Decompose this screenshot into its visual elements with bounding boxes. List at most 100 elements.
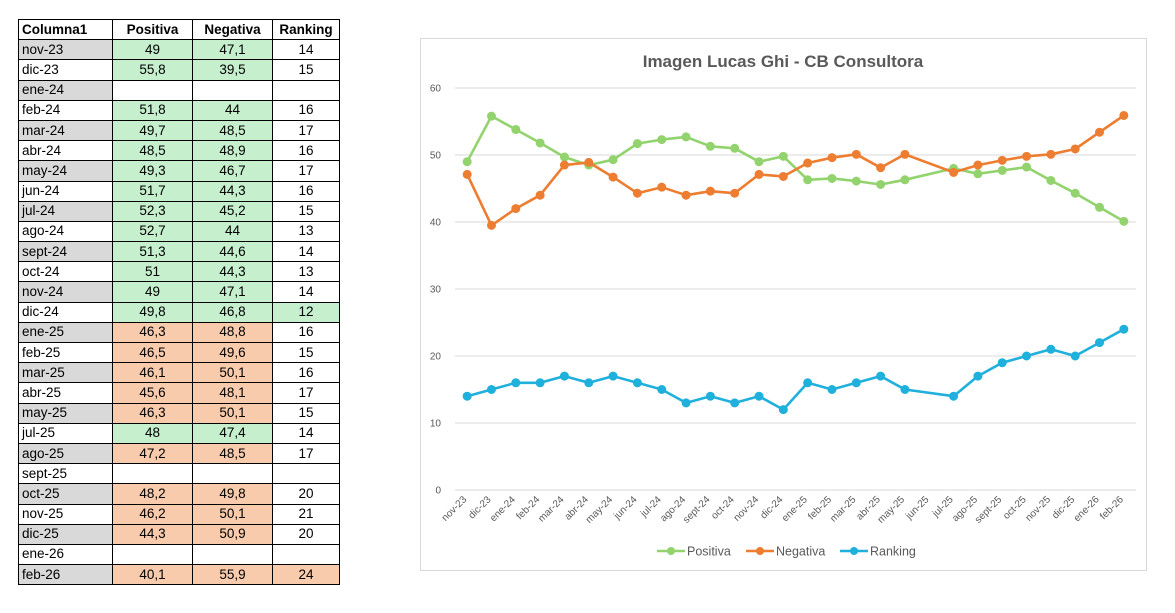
positiva-cell[interactable]: 44,3 — [112, 523, 193, 545]
negativa-cell[interactable]: 47,4 — [192, 422, 273, 444]
row-label-cell[interactable]: feb-24 — [18, 99, 113, 121]
positiva-cell[interactable]: 46,5 — [112, 341, 193, 364]
positiva-cell[interactable]: 49,7 — [112, 119, 193, 142]
negativa-cell[interactable]: 44 — [192, 220, 273, 243]
ranking-cell[interactable]: 16 — [272, 180, 340, 202]
negativa-cell[interactable] — [192, 543, 273, 566]
ranking-cell[interactable]: 13 — [272, 220, 340, 243]
positiva-cell[interactable]: 48,2 — [112, 483, 193, 505]
ranking-cell[interactable]: 14 — [272, 422, 340, 444]
negativa-cell[interactable]: 47,1 — [192, 281, 273, 303]
row-label-cell[interactable]: may-25 — [18, 402, 113, 424]
positiva-cell[interactable]: 48,5 — [112, 140, 193, 162]
positiva-cell[interactable] — [112, 543, 193, 566]
row-label-cell[interactable]: dic-24 — [18, 301, 113, 323]
row-label-cell[interactable]: ago-25 — [18, 442, 113, 465]
positiva-cell[interactable]: 51,7 — [112, 180, 193, 202]
row-label-cell[interactable]: abr-25 — [18, 382, 113, 404]
row-label-cell[interactable]: ago-24 — [18, 220, 113, 243]
negativa-cell[interactable]: 50,1 — [192, 362, 273, 384]
ranking-cell[interactable]: 24 — [272, 564, 340, 586]
negativa-cell[interactable] — [192, 79, 273, 101]
ranking-cell[interactable]: 20 — [272, 483, 340, 505]
ranking-cell[interactable]: 15 — [272, 59, 340, 81]
row-label-cell[interactable]: sept-24 — [18, 241, 113, 263]
ranking-cell[interactable]: 17 — [272, 382, 340, 404]
positiva-cell[interactable]: 55,8 — [112, 59, 193, 81]
row-label-cell[interactable]: ene-24 — [18, 79, 113, 101]
row-label-cell[interactable]: jun-24 — [18, 180, 113, 202]
ranking-cell[interactable]: 13 — [272, 261, 340, 283]
ranking-cell[interactable]: 16 — [272, 321, 340, 344]
negativa-cell[interactable]: 55,9 — [192, 564, 273, 586]
negativa-cell[interactable]: 49,8 — [192, 483, 273, 505]
row-label-cell[interactable]: dic-25 — [18, 523, 113, 545]
positiva-cell[interactable] — [112, 79, 193, 101]
row-label-cell[interactable]: abr-24 — [18, 140, 113, 162]
positiva-cell[interactable]: 40,1 — [112, 564, 193, 586]
positiva-cell[interactable]: 52,3 — [112, 200, 193, 222]
row-label-cell[interactable]: dic-23 — [18, 59, 113, 81]
ranking-cell[interactable]: 16 — [272, 140, 340, 162]
row-label-cell[interactable]: nov-24 — [18, 281, 113, 303]
negativa-cell[interactable]: 48,9 — [192, 140, 273, 162]
positiva-cell[interactable]: 46,2 — [112, 503, 193, 525]
positiva-cell[interactable]: 45,6 — [112, 382, 193, 404]
ranking-cell[interactable]: 16 — [272, 99, 340, 121]
ranking-cell[interactable]: 12 — [272, 301, 340, 323]
negativa-cell[interactable]: 47,1 — [192, 39, 273, 61]
positiva-cell[interactable]: 49,3 — [112, 160, 193, 182]
negativa-cell[interactable]: 45,2 — [192, 200, 273, 222]
negativa-cell[interactable]: 49,6 — [192, 341, 273, 364]
negativa-cell[interactable]: 50,9 — [192, 523, 273, 545]
ranking-cell[interactable]: 16 — [272, 362, 340, 384]
negativa-cell[interactable]: 50,1 — [192, 402, 273, 424]
positiva-cell[interactable]: 49 — [112, 39, 193, 61]
negativa-cell[interactable]: 50,1 — [192, 503, 273, 525]
positiva-cell[interactable]: 47,2 — [112, 442, 193, 465]
row-label-cell[interactable]: feb-25 — [18, 341, 113, 364]
ranking-cell[interactable]: 17 — [272, 119, 340, 142]
negativa-cell[interactable]: 48,5 — [192, 442, 273, 465]
ranking-cell[interactable]: 14 — [272, 39, 340, 61]
negativa-cell[interactable]: 44,3 — [192, 261, 273, 283]
row-label-cell[interactable]: oct-24 — [18, 261, 113, 283]
ranking-cell[interactable]: 14 — [272, 281, 340, 303]
positiva-cell[interactable]: 49 — [112, 281, 193, 303]
positiva-cell[interactable]: 52,7 — [112, 220, 193, 243]
row-label-cell[interactable]: ene-25 — [18, 321, 113, 344]
negativa-cell[interactable]: 46,7 — [192, 160, 273, 182]
ranking-cell[interactable]: 17 — [272, 442, 340, 465]
row-label-cell[interactable]: nov-23 — [18, 39, 113, 61]
ranking-cell[interactable]: 15 — [272, 402, 340, 424]
positiva-cell[interactable]: 46,3 — [112, 321, 193, 344]
ranking-cell[interactable] — [272, 463, 340, 485]
row-label-cell[interactable]: ene-26 — [18, 543, 113, 566]
negativa-cell[interactable]: 48,8 — [192, 321, 273, 344]
ranking-cell[interactable]: 14 — [272, 241, 340, 263]
ranking-cell[interactable]: 20 — [272, 523, 340, 545]
row-label-cell[interactable]: feb-26 — [18, 564, 113, 586]
row-label-cell[interactable]: mar-25 — [18, 362, 113, 384]
negativa-cell[interactable]: 46,8 — [192, 301, 273, 323]
positiva-cell[interactable]: 48 — [112, 422, 193, 444]
negativa-cell[interactable]: 44,6 — [192, 241, 273, 263]
negativa-cell[interactable]: 48,5 — [192, 119, 273, 142]
positiva-cell[interactable]: 46,3 — [112, 402, 193, 424]
row-label-cell[interactable]: mar-24 — [18, 119, 113, 142]
row-label-cell[interactable]: jul-25 — [18, 422, 113, 444]
ranking-cell[interactable] — [272, 543, 340, 566]
row-label-cell[interactable]: oct-25 — [18, 483, 113, 505]
negativa-cell[interactable]: 48,1 — [192, 382, 273, 404]
ranking-cell[interactable]: 17 — [272, 160, 340, 182]
positiva-cell[interactable]: 51,8 — [112, 99, 193, 121]
positiva-cell[interactable] — [112, 463, 193, 485]
negativa-cell[interactable]: 39,5 — [192, 59, 273, 81]
ranking-cell[interactable]: 15 — [272, 341, 340, 364]
positiva-cell[interactable]: 46,1 — [112, 362, 193, 384]
positiva-cell[interactable]: 51 — [112, 261, 193, 283]
row-label-cell[interactable]: may-24 — [18, 160, 113, 182]
negativa-cell[interactable]: 44,3 — [192, 180, 273, 202]
negativa-cell[interactable]: 44 — [192, 99, 273, 121]
negativa-cell[interactable] — [192, 463, 273, 485]
